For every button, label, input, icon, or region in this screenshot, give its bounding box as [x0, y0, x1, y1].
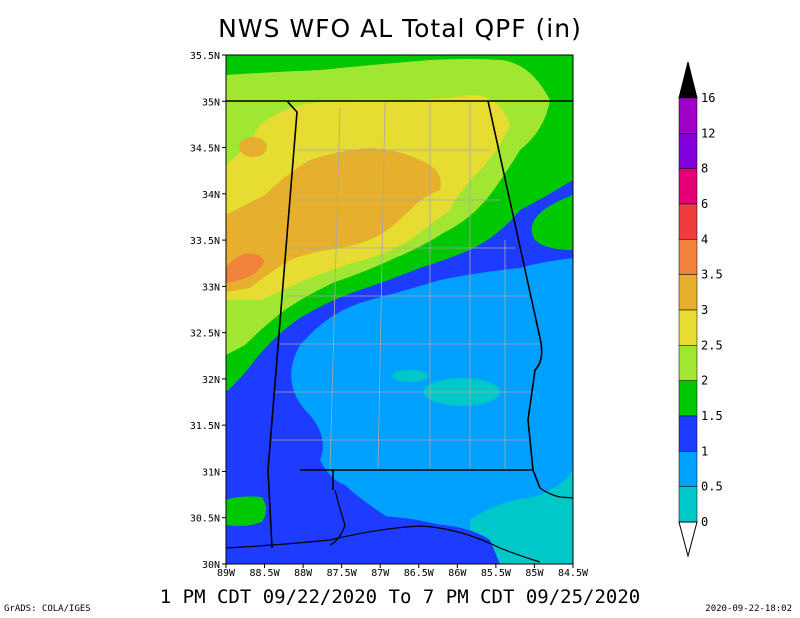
- lon-tick-label: 86W: [448, 568, 467, 579]
- lat-tick-label: 34N: [202, 190, 220, 201]
- map-frame: [225, 54, 574, 565]
- legend-swatch: [678, 133, 698, 169]
- legend-swatch: [678, 203, 698, 240]
- lon-tick-label: 89W: [217, 568, 236, 579]
- lat-tick-label: 34.5N: [190, 144, 220, 155]
- legend-swatch: [678, 97, 698, 134]
- legend-swatch: [678, 239, 698, 275]
- border-ms: [267, 100, 298, 549]
- legend-label: 3.5: [701, 268, 723, 282]
- lon-tick-label: 87W: [371, 568, 390, 579]
- lon-tick-label: 87.5W: [327, 568, 358, 579]
- legend-label: 1.5: [701, 409, 723, 423]
- border-mobile: [300, 469, 334, 490]
- legend-swatch: [678, 168, 698, 205]
- lon-tick-label: 85.5W: [481, 568, 512, 579]
- lon-tick-label: 88W: [294, 568, 313, 579]
- lat-tick-label: 33N: [202, 282, 220, 293]
- field-orange: [226, 253, 264, 283]
- field-blue-coast: [226, 516, 500, 564]
- legend-swatch: [678, 274, 698, 311]
- lat-tick-label: 32N: [202, 375, 220, 386]
- coastline: [225, 487, 574, 563]
- lon-tick-label: 86.5W: [404, 568, 435, 579]
- timestamp: 2020-09-22-18:02: [705, 604, 792, 614]
- border-ga: [487, 100, 543, 489]
- legend-swatch: [678, 345, 698, 381]
- legend-label: 4: [701, 232, 708, 246]
- lat-tick-label: 30.5N: [190, 514, 220, 525]
- lat-tick-label: 30N: [202, 560, 220, 571]
- lon-axis: 89W 88.5W 88W 87.5W 87W 86.5W 86W 85.5W 85W 84.5W: [217, 564, 589, 579]
- map-title: NWS WFO AL Total QPF (in): [218, 14, 582, 43]
- credit-text: GrADS: COLA/IGES: [4, 604, 91, 614]
- legend-label: 12: [701, 126, 715, 140]
- legend-label: 0: [701, 515, 708, 529]
- legend-label: 3: [701, 303, 708, 317]
- field-teal-spot-2: [392, 370, 428, 382]
- legend: 16 12 8 6 4 3.5 3 2.5 2 1.5 1 0.5 0: [678, 61, 723, 558]
- field-tan-patch: [239, 137, 267, 157]
- legend-swatch: [678, 486, 698, 523]
- legend-bottom-arrow: [678, 521, 698, 558]
- lat-tick-label: 35N: [202, 97, 220, 108]
- field-teal: [470, 470, 573, 564]
- lat-tick-label: 31.5N: [190, 421, 220, 432]
- field-green-patch: [226, 496, 266, 526]
- lon-tick-label: 84.5W: [558, 568, 589, 579]
- lat-axis: 35.5N 35N 34.5N 34N 33.5N 33N 32.5N 32N 31.5N 31N…: [190, 51, 226, 571]
- lat-tick-label: 31N: [202, 467, 220, 478]
- state-borders: [226, 100, 573, 549]
- legend-swatch: [678, 309, 698, 346]
- field-tan: [226, 148, 441, 292]
- valid-period: 1 PM CDT 09/22/2020 To 7 PM CDT 09/25/20…: [159, 586, 641, 608]
- legend-label: 2.5: [701, 338, 723, 352]
- lon-tick-label: 88.5W: [250, 568, 281, 579]
- lon-tick-label: 85W: [525, 568, 544, 579]
- precip-field: [226, 55, 573, 564]
- lat-tick-label: 33.5N: [190, 236, 220, 247]
- legend-label: 6: [701, 197, 708, 211]
- legend-label: 8: [701, 162, 708, 176]
- legend-label: 2: [701, 374, 708, 388]
- lat-tick-label: 35.5N: [190, 51, 220, 62]
- legend-label: 16: [701, 91, 715, 105]
- legend-swatch: [678, 380, 698, 417]
- lat-tick-label: 32.5N: [190, 329, 220, 340]
- legend-label: 1: [701, 444, 708, 458]
- county-lines: [272, 101, 540, 471]
- legend-top-arrow: [678, 61, 698, 99]
- legend-label: 0.5: [701, 480, 723, 494]
- legend-swatch: [678, 415, 698, 452]
- legend-swatch: [678, 451, 698, 487]
